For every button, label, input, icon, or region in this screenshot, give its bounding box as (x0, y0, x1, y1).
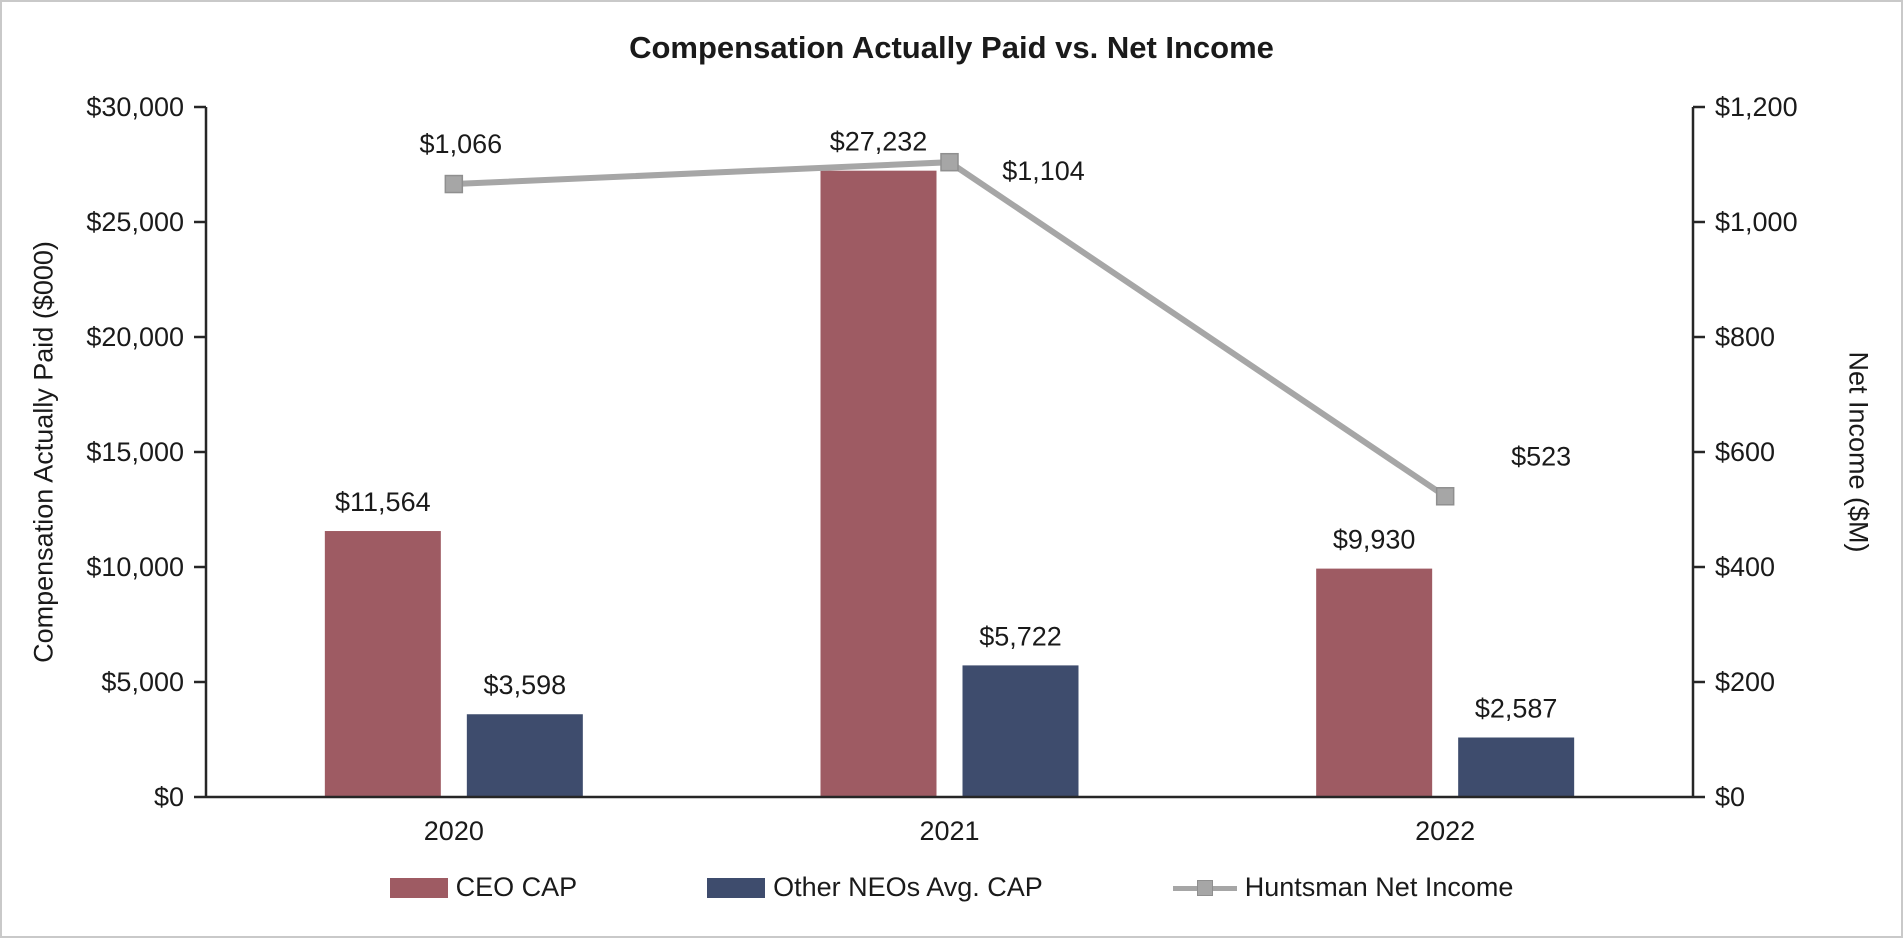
legend-label-net-income: Huntsman Net Income (1244, 872, 1514, 902)
net-income-line (453, 159, 1447, 499)
legend-label-other-neos-cap: Other NEOs Avg. CAP (773, 872, 1043, 902)
bar-label-neo-2020: $3,598 (484, 670, 567, 700)
right-axis-tick-label: $1,200 (1715, 92, 1798, 122)
bar-label-ceo-2022: $9,930 (1333, 525, 1416, 555)
left-axis-tick-label: $15,000 (86, 437, 184, 467)
line-label-2021: $1,104 (1002, 156, 1085, 186)
left-axis-tick-label: $5,000 (101, 667, 184, 697)
bar-label-ceo-2020: $11,564 (335, 487, 431, 517)
line-label-2020: $1,066 (420, 129, 503, 159)
bar-neo-2021 (962, 665, 1079, 797)
left-axis-tick-label: $20,000 (86, 322, 184, 352)
left-axis-tick-label: $10,000 (86, 552, 184, 582)
x-axis-category-label: 2021 (919, 816, 979, 846)
bar-neo-2020 (466, 714, 583, 797)
x-axis-category-label: 2020 (424, 816, 484, 846)
left-axis-tick-label: $30,000 (86, 92, 184, 122)
legend-item-ceo-cap: CEO CAP (389, 872, 578, 903)
left-axis-title: Compensation Actually Paid ($000) (28, 241, 59, 663)
line-label-2022: $523 (1511, 441, 1571, 471)
right-axis-title: Net Income ($M) (1843, 351, 1874, 553)
net-income-line-swatch (1172, 878, 1237, 898)
bar-ceo-2022 (1316, 568, 1433, 797)
right-axis-tick-label: $800 (1715, 322, 1775, 352)
chart-legend: CEO CAP Other NEOs Avg. CAP Huntsman Net… (0, 872, 1903, 903)
right-axis-tick-label: $200 (1715, 667, 1775, 697)
bar-neo-2022 (1458, 737, 1575, 797)
bar-label-ceo-2021: $27,232 (830, 127, 928, 157)
net-income-marker-2021 (940, 152, 959, 172)
legend-item-other-neos-cap: Other NEOs Avg. CAP (707, 872, 1043, 903)
net-income-marker-sample (1196, 879, 1213, 896)
bar-ceo-2020 (324, 531, 441, 797)
legend-label-ceo-cap: CEO CAP (455, 872, 578, 902)
right-axis-tick-label: $400 (1715, 552, 1775, 582)
legend-item-net-income: Huntsman Net Income (1172, 872, 1514, 903)
chart-title: Compensation Actually Paid vs. Net Incom… (629, 30, 1274, 65)
other-neos-cap-swatch (707, 877, 766, 898)
left-axis-tick-label: $25,000 (86, 207, 184, 237)
right-axis-tick-label: $1,000 (1715, 207, 1798, 237)
right-axis-tick-label: $0 (1715, 782, 1745, 812)
bar-ceo-2021 (820, 170, 937, 797)
right-axis-tick-label: $600 (1715, 437, 1775, 467)
net-income-marker-2022 (1435, 487, 1455, 506)
ceo-cap-swatch (389, 877, 448, 898)
left-axis-tick-label: $0 (154, 782, 184, 812)
bar-label-neo-2021: $5,722 (979, 621, 1062, 651)
net-income-marker-2020 (444, 174, 464, 194)
bar-label-neo-2022: $2,587 (1475, 693, 1558, 723)
x-axis-category-label: 2022 (1415, 816, 1475, 846)
